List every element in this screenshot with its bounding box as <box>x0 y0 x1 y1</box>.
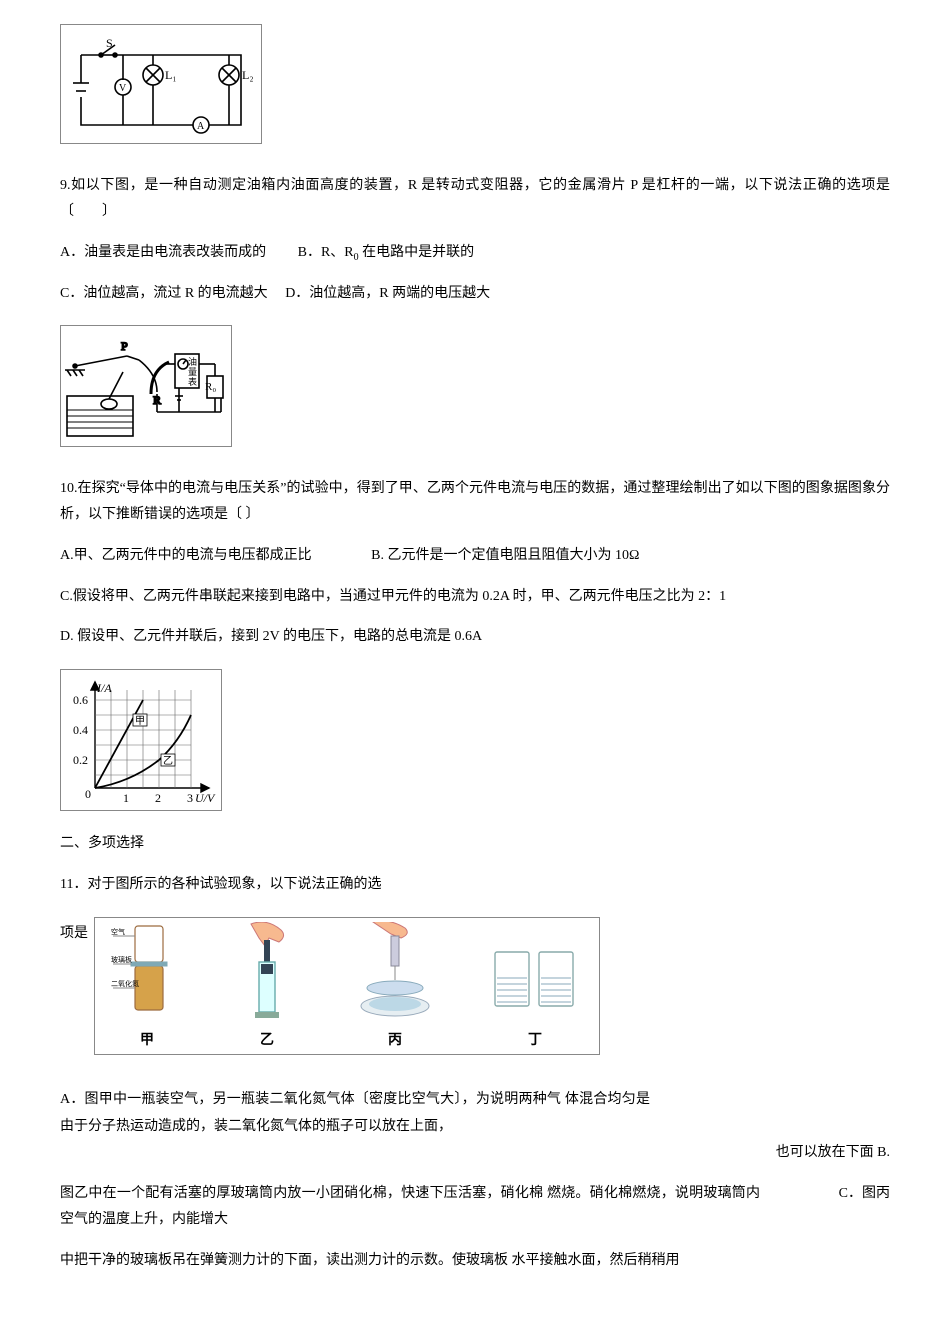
section2-title: 二、多项选择 <box>60 831 890 858</box>
q9-oil-figure: P R <box>60 325 232 447</box>
svg-text:空气: 空气 <box>111 927 125 936</box>
q9-optB: B．R、R0 在电路中是并联的 <box>298 245 475 260</box>
svg-text:二氧化氮: 二氧化氮 <box>111 979 139 988</box>
svg-text:量: 量 <box>188 367 197 377</box>
q10-optC: C.假设将甲、乙两元件串联起来接到电路中，当通过甲元件的电流为 0.2A 时，甲… <box>60 584 890 611</box>
svg-text:2: 2 <box>155 791 161 805</box>
label-L1: L₁ <box>165 68 177 82</box>
exp-bing: 丙 <box>351 922 439 1053</box>
q11-optA: A．图甲中一瓶装空气，另一瓶装二氧化氮气体〔密度比空气大〕，为说明两种气 体混合… <box>60 1087 890 1140</box>
q11-optA-tail: 也可以放在下面 B. <box>60 1140 890 1167</box>
q11-stem-line2: 项是 <box>60 913 88 948</box>
q9-optA: A．油量表是由电流表改装而成的 <box>60 245 266 260</box>
q10-chart-figure: 甲 乙 I/A 0.6 0.4 0.2 0 1 2 3 U/V <box>60 669 222 811</box>
q8-circuit-figure: S L₁ L₂ V A <box>60 24 262 144</box>
q11-experiments-figure: 空气 玻璃板 二氧化氮 甲 <box>94 917 600 1056</box>
svg-text:U/V: U/V <box>195 791 216 805</box>
q10-optD: D. 假设甲、乙元件并联后，接到 2V 的电压下，电路的总电流是 0.6A <box>60 624 890 651</box>
label-S: S <box>106 36 113 50</box>
exp-yi: 乙 <box>231 922 303 1053</box>
q9-stem: 9.如以下图，是一种自动测定油箱内油面高度的装置，R 是转动式变阻器，它的金属滑… <box>60 173 890 226</box>
exp-ding: 丁 <box>487 922 583 1053</box>
q9-optC: C．油位越高，流过 R 的电流越大 <box>60 286 268 301</box>
svg-text:玻璃板: 玻璃板 <box>111 955 132 964</box>
label-A: A <box>197 121 205 132</box>
svg-text:P: P <box>121 339 128 353</box>
q9-options-line1: A．油量表是由电流表改装而成的 B．R、R0 在电路中是并联的 <box>60 240 890 267</box>
q11-optC: 中把干净的玻璃板吊在弹簧测力计的下面，读出测力计的示数。使玻璃板 水平接触水面，… <box>60 1248 890 1275</box>
svg-text:甲: 甲 <box>135 716 145 727</box>
exp-jia: 空气 玻璃板 二氧化氮 甲 <box>111 922 183 1053</box>
q10-stem: 10.在探究“导体中的电流与电压关系”的试验中，得到了甲、乙两个元件电流与电压的… <box>60 476 890 529</box>
svg-text:0.2: 0.2 <box>73 753 88 767</box>
svg-text:0.4: 0.4 <box>73 723 88 737</box>
q11-stem-line1: 11．对于图所示的各种试验现象，以下说法正确的选 <box>60 872 890 899</box>
q10-optB: B. 乙元件是一个定值电阻且阻值大小为 10Ω <box>371 548 639 563</box>
svg-text:乙: 乙 <box>163 755 173 767</box>
q10-optA: A.甲、乙两元件中的电流与电压都成正比 <box>60 548 312 563</box>
q10-optAB: A.甲、乙两元件中的电流与电压都成正比 B. 乙元件是一个定值电阻且阻值大小为 … <box>60 543 890 570</box>
svg-text:油: 油 <box>188 356 197 367</box>
label-L2: L₂ <box>242 68 254 82</box>
svg-text:R₀: R₀ <box>205 381 216 393</box>
svg-text:0: 0 <box>85 787 91 801</box>
svg-text:3: 3 <box>187 791 193 805</box>
label-V: V <box>119 83 127 94</box>
q9-optD: D．油位越高，R 两端的电压越大 <box>285 286 490 301</box>
svg-text:表: 表 <box>188 376 197 387</box>
svg-text:0.6: 0.6 <box>73 693 88 707</box>
svg-text:I/A: I/A <box>96 681 112 695</box>
svg-text:1: 1 <box>123 791 129 805</box>
q11-optB: 图乙中在一个配有活塞的厚玻璃筒内放一小团硝化棉，快速下压活塞，硝化棉 燃烧。硝化… <box>60 1181 890 1234</box>
q9-options-line2: C．油位越高，流过 R 的电流越大 D．油位越高，R 两端的电压越大 <box>60 281 890 308</box>
